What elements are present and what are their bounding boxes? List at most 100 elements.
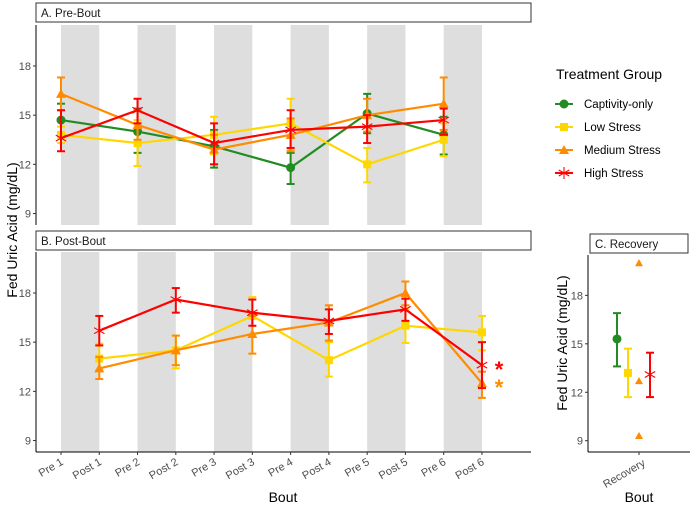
legend-item-label: Captivity-only (584, 99, 653, 111)
panel-a: A. Pre-Bout 9 12 15 18 (19, 2, 532, 225)
data-point (477, 328, 486, 337)
x-tick-label: Post 3 (224, 456, 257, 482)
shaded-band (443, 25, 482, 225)
series-high-stress (644, 351, 656, 399)
data-point (635, 376, 643, 385)
asterisk-stroke (644, 371, 656, 378)
data-point (635, 259, 643, 267)
data-point (438, 114, 450, 127)
y-tick-label: 12 (19, 386, 31, 398)
data-point (323, 314, 335, 327)
x-tick-label: Pre 1 (37, 456, 66, 480)
legend-item-low-stress: Low Stress (555, 122, 641, 134)
data-point (361, 120, 373, 133)
data-point (132, 120, 143, 129)
y-tick-label: 12 (571, 387, 583, 399)
data-point (399, 303, 411, 316)
asterisk-stroke (55, 134, 67, 142)
asterisk-stroke (438, 116, 450, 124)
series-low-stress (624, 347, 632, 399)
panel-c-title: C. Recovery (595, 239, 659, 251)
y-tick-label: 9 (25, 209, 31, 221)
legend-item-label: Low Stress (584, 122, 641, 134)
asterisk-stroke (170, 296, 182, 304)
series-line (60, 109, 444, 145)
legend-item-high-stress: High Stress (555, 167, 644, 180)
x-tick-label: Post 4 (300, 456, 333, 482)
square-icon (560, 123, 568, 131)
x-tick-label: Post 5 (377, 456, 410, 482)
data-point (93, 324, 105, 337)
y-axis-title: Fed Uric Acid (mg/dL) (4, 162, 20, 297)
y-tick-label: 12 (19, 159, 31, 171)
x-tick-label: Pre 2 (113, 456, 142, 480)
series-line (99, 291, 483, 384)
data-point (247, 328, 258, 338)
asterisk-icon (558, 167, 570, 179)
series-line (60, 92, 444, 151)
x-tick-label: Pre 3 (190, 456, 219, 480)
legend-title: Treatment Group (556, 66, 662, 82)
legend-item-label: Medium Stress (584, 145, 661, 157)
data-point (439, 135, 448, 144)
data-point (635, 431, 643, 440)
series-medium-stress (635, 259, 643, 440)
asterisk-stroke (361, 123, 373, 131)
data-point (132, 104, 144, 117)
legend: Treatment Group Captivity-only Low Stress… (555, 66, 662, 180)
data-point (612, 334, 622, 344)
x-tick-label: Pre 6 (419, 456, 448, 480)
panel-a-strip (35, 2, 532, 23)
data-point (400, 287, 411, 297)
series-line (98, 298, 483, 367)
legend-item-captivity-only: Captivity-only (555, 99, 653, 111)
data-point (324, 356, 333, 365)
x-tick-label: Pre 4 (266, 456, 295, 480)
asterisk-stroke (132, 106, 144, 114)
x-tick-label: Post 6 (453, 456, 486, 482)
y-tick-label: 9 (25, 436, 31, 448)
shaded-band (61, 252, 100, 452)
asterisk-stroke (323, 317, 335, 325)
y-tick-label: 15 (19, 337, 31, 349)
shaded-band (214, 252, 253, 452)
y-tick-label: 15 (571, 339, 583, 351)
x-axis-title: Bout (269, 489, 298, 505)
panel-c-strip (589, 233, 689, 254)
data-point (438, 98, 449, 108)
significance-marker: * (495, 357, 504, 382)
data-point (286, 163, 296, 173)
series-line (99, 314, 483, 362)
data-point (624, 368, 632, 377)
shaded-band (214, 25, 253, 225)
series-high-stress (55, 97, 450, 166)
series-line (60, 122, 445, 166)
data-point (401, 321, 410, 330)
y-tick-label: 18 (19, 61, 31, 73)
shaded-band (290, 252, 329, 452)
significance-marker: * (495, 375, 504, 400)
panel-a-title: A. Pre-Bout (41, 8, 101, 20)
legend-item-medium-stress: Medium Stress (555, 145, 661, 157)
data-point (644, 368, 656, 381)
shaded-band (367, 252, 406, 452)
y-tick-label: 18 (19, 288, 31, 300)
data-point (208, 137, 220, 150)
triangle-icon (559, 145, 569, 154)
data-point (55, 132, 67, 145)
data-point (476, 359, 488, 372)
panel-b-strip (35, 230, 532, 251)
asterisk-stroke (208, 139, 220, 147)
series-high-stress (93, 287, 488, 390)
data-point (56, 88, 66, 98)
asterisk-stroke (246, 309, 258, 317)
circle-icon (559, 99, 569, 109)
asterisk-stroke (399, 305, 411, 313)
x-tick-label: Pre 5 (343, 456, 372, 480)
data-point (133, 139, 142, 148)
asterisk-stroke (476, 361, 488, 369)
data-point (363, 160, 372, 169)
asterisk-stroke (285, 126, 297, 134)
